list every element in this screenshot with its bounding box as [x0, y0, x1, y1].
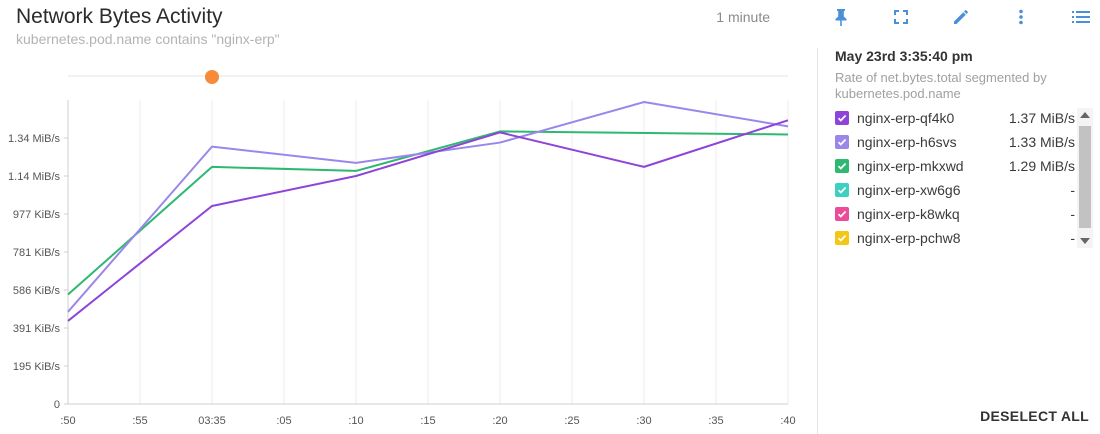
legend-item-value: 1.29 MiB/s [1008, 158, 1075, 174]
y-tick-label: 977 KiB/s [13, 209, 61, 221]
y-tick-label: 195 KiB/s [13, 361, 61, 373]
legend-item[interactable]: nginx-erp-pchw8 - [835, 228, 1075, 248]
series-line [67, 119, 789, 322]
chart-title: Network Bytes Activity [16, 5, 223, 28]
deselect-all-button[interactable]: DESELECT ALL [980, 408, 1089, 424]
legend-description: Rate of net.bytes.total segmented by kub… [835, 70, 1047, 101]
x-tick-label: :40 [780, 415, 795, 427]
x-tick-label: :05 [276, 415, 291, 427]
chart-subtitle: kubernetes.pod.name contains "nginx-erp" [16, 31, 280, 47]
legend-item-name: nginx-erp-h6svs [857, 134, 957, 150]
y-tick-label: 1.14 MiB/s [8, 171, 60, 183]
series-line [67, 101, 789, 313]
checkbox-checked-icon[interactable] [835, 231, 849, 245]
pin-icon[interactable] [830, 6, 852, 28]
checkbox-checked-icon[interactable] [835, 135, 849, 149]
scrollbar-thumb[interactable] [1079, 126, 1091, 228]
legend-item[interactable]: nginx-erp-qf4k0 1.37 MiB/s [835, 108, 1075, 128]
checkbox-checked-icon[interactable] [835, 159, 849, 173]
legend-item-name: nginx-erp-qf4k0 [857, 110, 955, 126]
x-tick-label: :20 [492, 415, 507, 427]
legend-item-value: 1.37 MiB/s [1008, 110, 1075, 126]
edit-pencil-icon[interactable] [950, 6, 972, 28]
x-tick-label: :10 [348, 415, 363, 427]
y-tick-label: 391 KiB/s [13, 323, 61, 335]
y-tick-label: 1.34 MiB/s [8, 133, 60, 145]
scroll-down-icon[interactable] [1080, 238, 1090, 244]
y-tick-label: 0 [54, 399, 60, 411]
legend-item-value: - [1070, 230, 1075, 246]
legend-item-name: nginx-erp-k8wkq [857, 206, 960, 222]
x-tick-label: :15 [420, 415, 435, 427]
legend-timestamp: May 23rd 3:35:40 pm [835, 48, 973, 64]
y-tick-label: 586 KiB/s [13, 285, 61, 297]
x-tick-label: :55 [132, 415, 147, 427]
legend-item-name: nginx-erp-mkxwd [857, 158, 964, 174]
legend-scrollbar[interactable] [1077, 108, 1093, 248]
x-tick-label: :25 [564, 415, 579, 427]
time-range-selector[interactable]: 1 minute [716, 9, 770, 25]
timeline-marker[interactable] [205, 70, 219, 84]
legend-panel: May 23rd 3:35:40 pm Rate of net.bytes.to… [835, 48, 1097, 248]
chart-area[interactable]: 0 195 KiB/s 391 KiB/s 586 KiB/s 781 KiB/s 977… [0, 40, 820, 434]
line-chart[interactable]: 0 195 KiB/s 391 KiB/s 586 KiB/s 781 KiB/s 977… [0, 40, 820, 434]
checkbox-checked-icon[interactable] [835, 111, 849, 125]
legend-item[interactable]: nginx-erp-k8wkq - [835, 204, 1075, 224]
x-tick-label: :35 [708, 415, 723, 427]
scroll-up-icon[interactable] [1080, 112, 1090, 118]
legend-item-name: nginx-erp-pchw8 [857, 230, 961, 246]
divider [817, 48, 818, 434]
fullscreen-icon[interactable] [890, 6, 912, 28]
legend-item-value: 1.33 MiB/s [1008, 134, 1075, 150]
checkbox-checked-icon[interactable] [835, 207, 849, 221]
more-vertical-icon[interactable] [1010, 6, 1032, 28]
legend-item[interactable]: nginx-erp-mkxwd 1.29 MiB/s [835, 156, 1075, 176]
x-tick-label: :50 [60, 415, 75, 427]
legend-item-value: - [1070, 182, 1075, 198]
legend-list: nginx-erp-qf4k0 1.37 MiB/s nginx-erp-h6svs… [835, 108, 1097, 248]
series-line [67, 130, 789, 296]
legend-item[interactable]: nginx-erp-h6svs 1.33 MiB/s [835, 132, 1075, 152]
x-tick-label: 03:35 [198, 415, 226, 427]
checkbox-checked-icon[interactable] [835, 183, 849, 197]
legend-item[interactable]: nginx-erp-xw6g6 - [835, 180, 1075, 200]
x-tick-label: :30 [636, 415, 651, 427]
list-icon[interactable] [1070, 6, 1092, 28]
legend-item-value: - [1070, 206, 1075, 222]
legend-item-name: nginx-erp-xw6g6 [857, 182, 961, 198]
toolbar: 1 minute [716, 6, 1092, 28]
y-tick-label: 781 KiB/s [13, 247, 61, 259]
